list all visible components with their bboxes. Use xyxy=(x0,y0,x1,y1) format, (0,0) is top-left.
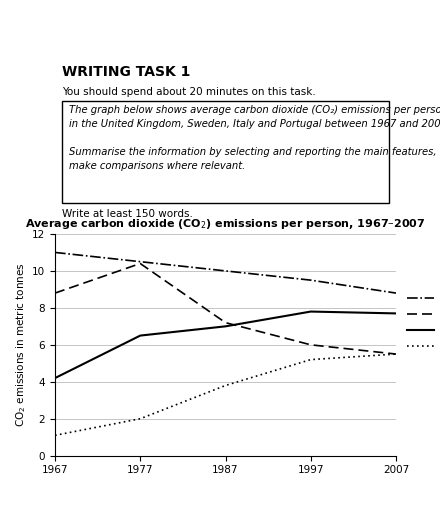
Title: Average carbon dioxide (CO$_2$) emissions per person, 1967–2007: Average carbon dioxide (CO$_2$) emission… xyxy=(25,217,426,231)
Y-axis label: CO$_2$ emissions in metric tonnes: CO$_2$ emissions in metric tonnes xyxy=(14,263,28,427)
Text: The graph below shows average carbon dioxide (CO₂) emissions per person
in the U: The graph below shows average carbon dio… xyxy=(69,105,440,172)
Legend: United Kingdom, Sweden, Italy, Portugal: United Kingdom, Sweden, Italy, Portugal xyxy=(404,291,440,354)
Text: You should spend about 20 minutes on this task.: You should spend about 20 minutes on thi… xyxy=(62,87,315,97)
Bar xyxy=(62,101,389,203)
Text: WRITING TASK 1: WRITING TASK 1 xyxy=(62,65,190,78)
Text: Write at least 150 words.: Write at least 150 words. xyxy=(62,209,193,219)
